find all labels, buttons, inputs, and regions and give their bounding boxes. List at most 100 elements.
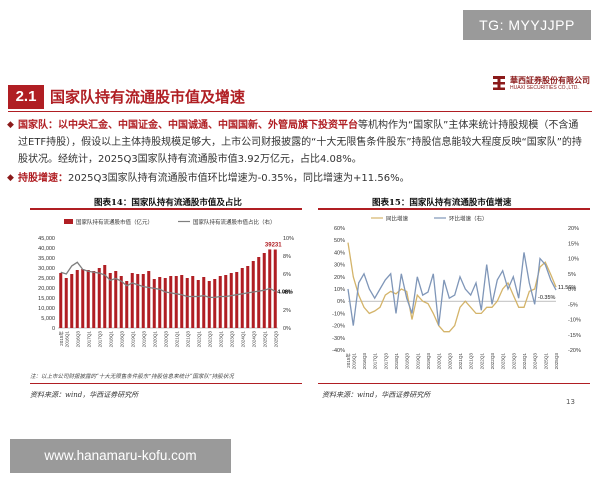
y-tick-label: 40% [334,250,345,256]
bar-market-value [196,280,200,328]
y2-tick-label: 8% [283,254,291,260]
bullet-diamond-icon: ◆ [7,120,14,130]
bar-market-value [251,261,255,328]
section-divider [8,111,592,112]
chart1-title-rule [30,208,302,210]
chart2-source: 资料来源：wind，华西证券研究所 [322,391,431,399]
y-tick-label: 20% [334,275,345,281]
x-tick-label: 2025Q1 [262,331,267,348]
y-tick-label: 30,000 [38,266,55,272]
x-tick-label: 2018Q1 [108,331,113,348]
x-tick-label: 2025Q3 [273,331,278,348]
y2-tick-label: 6% [283,272,291,278]
bar-market-value [64,278,68,328]
y2-tick-label: -5% [568,302,578,308]
bar-market-value [103,265,107,328]
y-tick-label: 10% [334,287,345,293]
bullet1-entities: 以中央汇金、中国证金、中国诚通、中国国新、外管局旗下投资平台 [58,120,358,131]
x-tick-label: 2019Q1 [415,353,420,370]
y-tick-label: 60% [334,226,345,232]
x-tick-label: 2020Q1 [437,353,442,370]
legend-qoq-label: 环比增速（右） [449,215,488,223]
bar-market-value [158,277,162,328]
x-tick-label: 2018Q3 [119,331,124,348]
data-label-qoq: -0.35% [538,295,556,301]
y2-tick-label: 2% [283,308,291,314]
y-tick-label: 35,000 [38,256,55,262]
data-label-market-value: 39231 [265,243,282,249]
x-tick-label: 2017Q3 [97,331,102,348]
y2-tick-label: 20% [568,226,579,232]
chart1-bottom-rule [30,383,302,384]
y2-tick-label: 0% [568,287,576,293]
bar-market-value [81,269,85,328]
bar-market-value [191,276,195,328]
x-tick-label: 2015年 [345,353,352,368]
bar-market-value [86,270,90,328]
bar-market-value [136,274,140,328]
chart1-source: 资料来源：wind，华西证券研究所 [30,391,139,399]
section-title: 国家队持有流通股市值及增速 [50,88,246,106]
bar-market-value [213,279,217,328]
bar-market-value [207,281,211,328]
bar-market-value [169,276,173,328]
x-tick-label: 2023Q3 [229,331,234,348]
legend-bar-swatch [64,219,73,224]
y2-tick-label: -20% [568,348,581,354]
x-tick-label: 2023Q1 [501,353,506,370]
legend-bar-label: 国家队持有流通股市值（亿元） [76,218,153,226]
y-tick-label: 5,000 [41,316,55,322]
y-tick-label: 25,000 [38,276,55,282]
bullet-growth: ◆ 持股增速：2025Q3国家队持有流通股市值环比增速为-0.35%，同比增速为… [7,170,584,187]
x-tick-label: 2023Q3 [511,353,516,370]
y-tick-label: 15,000 [38,296,55,302]
bar-market-value [257,257,261,328]
line-share-ratio [60,261,276,299]
x-tick-label: 2016Q3 [75,331,80,348]
bar-market-value [97,268,101,328]
chart2-bottom-rule [318,383,590,384]
section-number: 2.1 [8,85,44,109]
data-label-yoy: 11.56% [558,285,576,291]
x-tick-label: 2025Q3 [554,353,559,370]
brand-logo: 華西証券股份有限公司 HUAXI SECURITIES CO.,LTD. [492,73,592,95]
x-tick-label: 2019Q3 [426,353,431,370]
y2-tick-label: -10% [568,318,581,324]
bar-market-value [75,270,79,328]
brand-cn: 華西証券股份有限公司 [510,76,590,85]
bar-market-value [180,275,184,328]
x-tick-label: 2017Q3 [383,353,388,370]
y-tick-label: -20% [332,324,345,330]
bullet2-text: 2025Q3国家队持有流通股市值环比增速为-0.35%，同比增速为+11.56%… [68,173,410,184]
x-tick-label: 2024Q3 [533,353,538,370]
brand-en: HUAXI SECURITIES CO.,LTD. [510,85,579,91]
x-tick-label: 2021Q3 [469,353,474,370]
bar-market-value [141,274,145,328]
x-tick-label: 2018Q1 [394,353,399,370]
page-number: 13 [566,398,575,406]
x-tick-label: 2024Q1 [240,331,245,348]
chart2-title-rule [318,208,590,210]
x-tick-label: 2023Q1 [218,331,223,348]
bar-market-value [70,274,74,328]
y2-tick-label: 5% [568,272,576,278]
x-tick-label: 2016Q1 [351,353,356,370]
x-tick-label: 2017Q1 [86,331,91,348]
bar-market-value [235,272,239,328]
bar-market-value [229,273,233,328]
bar-market-value [125,281,129,328]
line-qoq-growth [347,252,557,326]
x-tick-label: 2021Q1 [458,353,463,370]
x-tick-label: 2022Q3 [207,331,212,348]
x-tick-label: 2021Q3 [185,331,190,348]
y-tick-label: -40% [332,348,345,354]
y2-tick-label: -15% [568,333,581,339]
bar-market-value [114,271,118,328]
y-tick-label: 10,000 [38,306,55,312]
bullet2-lead: 持股增速： [18,173,68,184]
y-tick-label: 45,000 [38,236,55,242]
chart2-svg: 同比增速 环比增速（右） -40% -30% -20% -10% 0% 10% 20% 30% 40… [332,215,581,370]
data-label-share: 4.08% [277,289,293,295]
bullet-national-team: ◆ 国家队：以中央汇金、中国证金、中国诚通、中国国新、外管局旗下投资平台等机构作… [7,117,584,168]
bar-market-value [152,279,156,328]
